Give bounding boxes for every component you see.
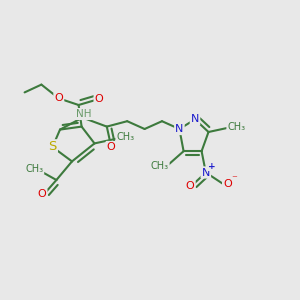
Text: N: N bbox=[191, 114, 199, 124]
Text: O: O bbox=[186, 181, 195, 191]
Text: O: O bbox=[38, 189, 46, 200]
Text: O: O bbox=[224, 178, 233, 189]
Text: O: O bbox=[106, 142, 116, 152]
Text: N: N bbox=[175, 124, 184, 134]
Text: CH₃: CH₃ bbox=[227, 122, 245, 132]
Text: ⁻: ⁻ bbox=[231, 174, 237, 184]
Text: CH₃: CH₃ bbox=[151, 161, 169, 171]
Text: O: O bbox=[94, 94, 103, 104]
Text: NH: NH bbox=[76, 109, 92, 119]
Text: O: O bbox=[54, 93, 63, 103]
Text: +: + bbox=[208, 162, 216, 171]
Text: CH₃: CH₃ bbox=[25, 164, 43, 174]
Text: S: S bbox=[48, 140, 57, 154]
Text: N: N bbox=[202, 167, 210, 178]
Text: CH₃: CH₃ bbox=[116, 132, 134, 142]
